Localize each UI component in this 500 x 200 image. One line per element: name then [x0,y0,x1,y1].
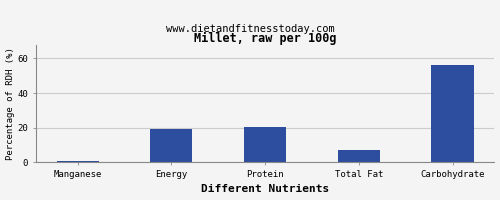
Y-axis label: Percentage of RDH (%): Percentage of RDH (%) [6,47,15,160]
Bar [56,161,98,162]
Bar [150,129,192,162]
Bar [244,127,286,162]
Bar [432,65,474,162]
X-axis label: Different Nutrients: Different Nutrients [201,184,329,194]
Text: www.dietandfitnesstoday.com: www.dietandfitnesstoday.com [166,24,334,34]
Bar [338,150,380,162]
Title: Millet, raw per 100g: Millet, raw per 100g [194,32,336,45]
